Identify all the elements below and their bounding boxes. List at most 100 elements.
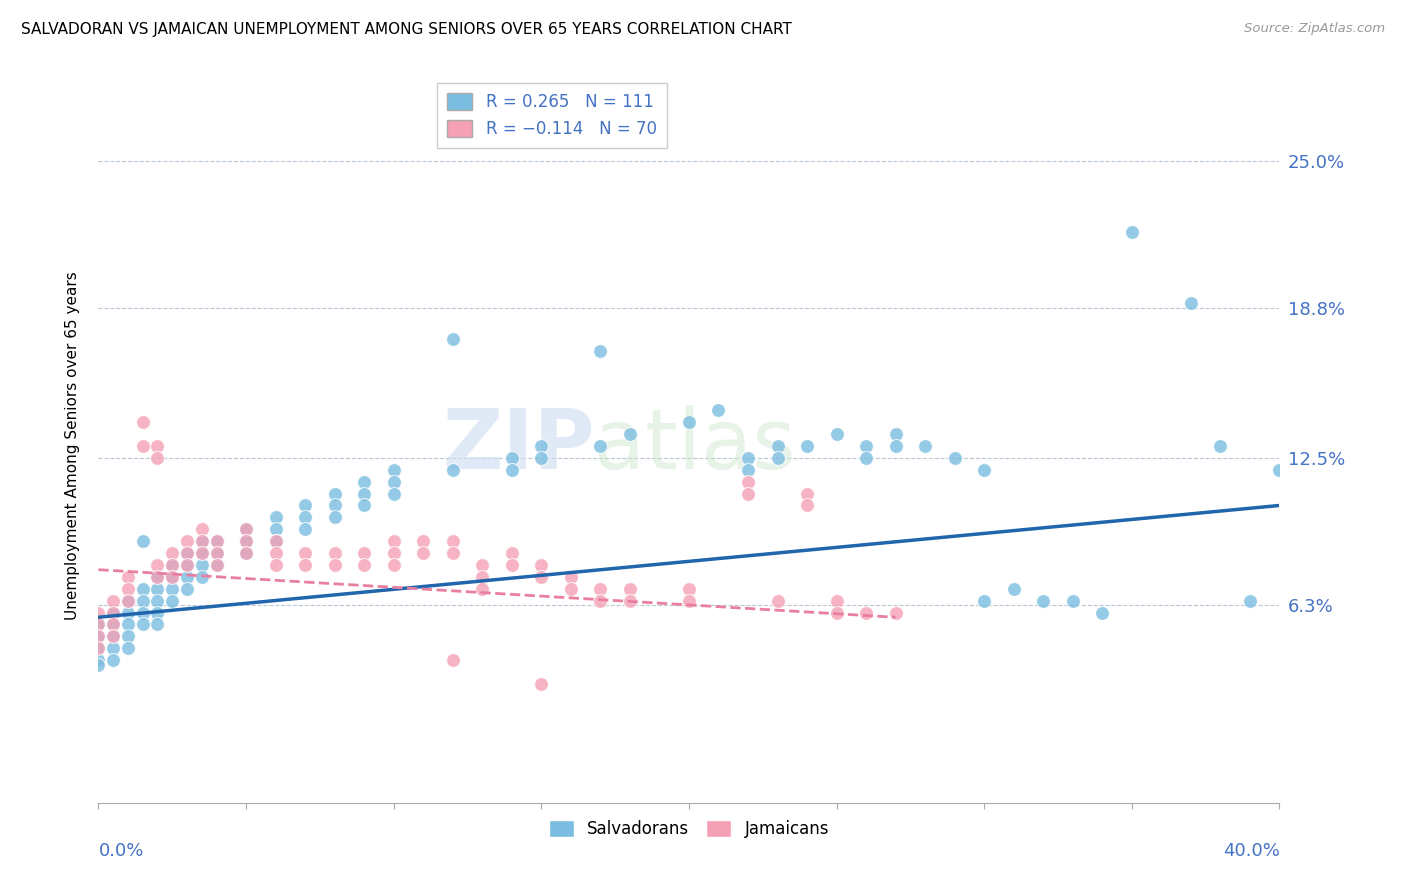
Point: [589, 343, 612, 358]
Point: [1121, 225, 1143, 239]
Point: [1062, 593, 1084, 607]
Point: [825, 427, 848, 442]
Point: [441, 546, 464, 560]
Point: [382, 534, 405, 549]
Point: [766, 450, 789, 465]
Point: [117, 582, 139, 596]
Point: [501, 558, 523, 572]
Point: [205, 534, 228, 549]
Point: [117, 629, 139, 643]
Point: [1239, 593, 1261, 607]
Point: [264, 558, 287, 572]
Point: [191, 534, 214, 549]
Point: [825, 593, 848, 607]
Point: [382, 463, 405, 477]
Point: [191, 534, 214, 549]
Point: [103, 593, 125, 607]
Point: [87, 606, 110, 620]
Point: [146, 558, 169, 572]
Point: [87, 629, 110, 643]
Point: [146, 582, 169, 596]
Point: [471, 582, 494, 596]
Point: [235, 522, 257, 536]
Point: [162, 593, 183, 607]
Point: [294, 522, 316, 536]
Point: [162, 558, 183, 572]
Text: 40.0%: 40.0%: [1223, 842, 1279, 860]
Point: [87, 657, 110, 672]
Point: [1091, 606, 1114, 620]
Point: [441, 463, 464, 477]
Point: [132, 439, 155, 453]
Point: [146, 570, 169, 584]
Point: [353, 499, 375, 513]
Point: [117, 570, 139, 584]
Point: [589, 439, 612, 453]
Point: [943, 450, 966, 465]
Point: [884, 427, 907, 442]
Point: [103, 606, 125, 620]
Point: [1209, 439, 1232, 453]
Point: [205, 558, 228, 572]
Point: [323, 546, 346, 560]
Point: [103, 629, 125, 643]
Point: [176, 582, 198, 596]
Point: [87, 629, 110, 643]
Point: [87, 617, 110, 632]
Point: [146, 593, 169, 607]
Point: [323, 510, 346, 524]
Y-axis label: Unemployment Among Seniors over 65 years: Unemployment Among Seniors over 65 years: [65, 272, 80, 620]
Point: [117, 593, 139, 607]
Point: [825, 606, 848, 620]
Point: [737, 486, 759, 500]
Text: ZIP: ZIP: [441, 406, 595, 486]
Point: [1268, 463, 1291, 477]
Point: [589, 593, 612, 607]
Point: [766, 593, 789, 607]
Point: [294, 558, 316, 572]
Point: [619, 593, 641, 607]
Point: [560, 570, 582, 584]
Point: [1002, 582, 1025, 596]
Point: [176, 546, 198, 560]
Legend: Salvadorans, Jamaicans: Salvadorans, Jamaicans: [543, 813, 835, 845]
Point: [146, 617, 169, 632]
Point: [766, 439, 789, 453]
Point: [205, 534, 228, 549]
Point: [737, 450, 759, 465]
Point: [353, 546, 375, 560]
Point: [914, 439, 936, 453]
Point: [235, 546, 257, 560]
Point: [323, 486, 346, 500]
Text: atlas: atlas: [595, 406, 796, 486]
Point: [530, 570, 553, 584]
Point: [353, 475, 375, 489]
Point: [796, 486, 818, 500]
Point: [737, 463, 759, 477]
Point: [264, 546, 287, 560]
Point: [796, 499, 818, 513]
Text: 0.0%: 0.0%: [98, 842, 143, 860]
Point: [707, 403, 730, 417]
Text: SALVADORAN VS JAMAICAN UNEMPLOYMENT AMONG SENIORS OVER 65 YEARS CORRELATION CHAR: SALVADORAN VS JAMAICAN UNEMPLOYMENT AMON…: [21, 22, 792, 37]
Point: [87, 641, 110, 656]
Point: [382, 486, 405, 500]
Point: [323, 499, 346, 513]
Point: [146, 450, 169, 465]
Point: [176, 534, 198, 549]
Point: [87, 653, 110, 667]
Point: [353, 558, 375, 572]
Point: [855, 606, 877, 620]
Point: [264, 522, 287, 536]
Point: [146, 606, 169, 620]
Point: [117, 641, 139, 656]
Point: [103, 629, 125, 643]
Point: [205, 546, 228, 560]
Point: [501, 463, 523, 477]
Point: [191, 570, 214, 584]
Point: [382, 475, 405, 489]
Point: [884, 606, 907, 620]
Point: [176, 570, 198, 584]
Point: [441, 332, 464, 346]
Point: [87, 641, 110, 656]
